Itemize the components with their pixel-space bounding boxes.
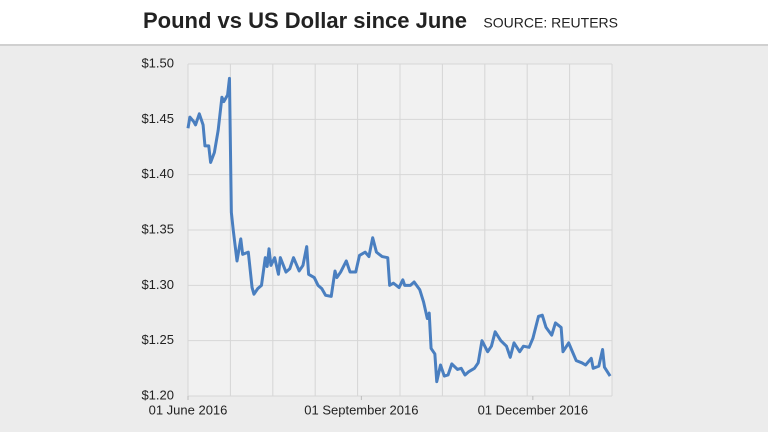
y-tick-label: $1.20 [141, 387, 174, 402]
x-tick-label: 01 June 2016 [149, 402, 228, 417]
x-tick-label: 01 September 2016 [304, 402, 418, 417]
source: SOURCE: REUTERS [483, 15, 618, 31]
y-tick-label: $1.50 [141, 55, 174, 70]
x-tick-label: 01 December 2016 [478, 402, 589, 417]
y-tick-label: $1.45 [141, 111, 174, 126]
y-tick-label: $1.25 [141, 332, 174, 347]
y-tick-label: $1.35 [141, 221, 174, 236]
y-tick-label: $1.40 [141, 166, 174, 181]
chart-title: Pound vs US Dollar since June [143, 8, 467, 33]
price-line [186, 76, 612, 384]
y-tick-label: $1.30 [141, 277, 174, 292]
header [0, 0, 768, 44]
